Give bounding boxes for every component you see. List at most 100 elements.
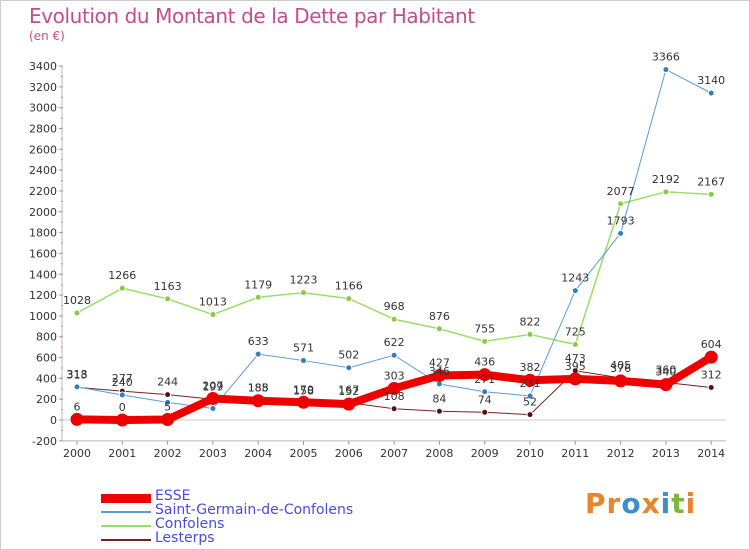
legend-label: ESSE [155, 488, 191, 504]
y-tick-label: 400 [36, 372, 57, 385]
data-label-saint-germain-de-confolens: 622 [384, 336, 405, 349]
brand-letter: o [621, 487, 642, 520]
data-label-saint-germain-de-confolens: 571 [293, 342, 314, 355]
data-point-esse [115, 413, 129, 427]
data-label-confolens: 876 [429, 310, 450, 323]
data-label-confolens: 2192 [652, 173, 680, 186]
x-tick-label: 2008 [425, 447, 453, 460]
y-tick-label: 2200 [29, 185, 57, 198]
y-tick-label: 600 [36, 352, 57, 365]
y-tick-label: 200 [36, 393, 57, 406]
data-label-esse: 303 [384, 369, 405, 382]
chart-subtitle: (en €) [29, 29, 65, 43]
data-label-lesterps: 108 [384, 390, 405, 403]
y-tick-label: 2600 [29, 143, 57, 156]
data-point-lesterps [390, 405, 398, 413]
data-label-saint-germain-de-confolens: 1243 [561, 272, 589, 285]
data-point-confolens [164, 295, 172, 303]
data-label-lesterps: 74 [478, 393, 492, 406]
x-tick-label: 2013 [652, 447, 680, 460]
data-point-esse [478, 368, 492, 382]
legend-swatch [101, 525, 151, 527]
data-point-confolens [481, 337, 489, 345]
data-label-esse: 185 [248, 382, 269, 395]
data-point-lesterps [707, 384, 715, 392]
y-tick-label: 3200 [29, 81, 57, 94]
data-label-confolens: 1179 [244, 278, 272, 291]
data-point-lesterps [481, 408, 489, 416]
y-tick-label: 2000 [29, 206, 57, 219]
data-label-esse: 436 [474, 356, 495, 369]
data-label-lesterps: 158 [293, 385, 314, 398]
data-label-confolens: 1266 [108, 269, 136, 282]
data-point-saint-germain-de-confolens [390, 351, 398, 359]
brand-letter: i [660, 487, 672, 520]
data-point-saint-germain-de-confolens [481, 388, 489, 396]
data-label-saint-germain-de-confolens: 3366 [652, 51, 680, 64]
data-label-saint-germain-de-confolens: 271 [474, 373, 495, 386]
data-label-confolens: 1013 [199, 296, 227, 309]
data-point-esse [614, 374, 628, 388]
x-tick-label: 2000 [63, 447, 91, 460]
data-point-esse [251, 394, 265, 408]
data-point-esse [387, 381, 401, 395]
data-point-saint-germain-de-confolens [164, 398, 172, 406]
data-point-confolens [571, 341, 579, 349]
data-point-saint-germain-de-confolens [526, 392, 534, 400]
data-point-confolens [345, 295, 353, 303]
data-point-saint-germain-de-confolens [254, 350, 262, 358]
data-label-confolens: 1163 [154, 280, 182, 293]
brand-logo: Proxiti [585, 487, 696, 520]
data-point-esse [568, 372, 582, 386]
data-point-confolens [435, 325, 443, 333]
data-label-lesterps: 473 [565, 352, 586, 365]
data-label-esse: 6 [74, 400, 81, 413]
x-tick-label: 2009 [471, 447, 499, 460]
data-label-confolens: 755 [474, 322, 495, 335]
data-label-esse: 427 [429, 357, 450, 370]
data-label-confolens: 968 [384, 300, 405, 313]
legend-swatch [101, 493, 151, 503]
data-label-esse: 376 [610, 362, 631, 375]
data-label-lesterps: 52 [523, 396, 537, 409]
data-point-saint-germain-de-confolens [118, 391, 126, 399]
brand-letter: r [606, 487, 622, 520]
y-tick-label: -200 [32, 435, 57, 448]
y-tick-label: 1200 [29, 289, 57, 302]
data-point-esse [432, 369, 446, 383]
data-point-esse [704, 350, 718, 364]
data-label-esse: 152 [338, 385, 359, 398]
data-point-lesterps [164, 391, 172, 399]
data-label-lesterps: 199 [202, 380, 223, 393]
data-label-confolens: 2077 [607, 185, 635, 198]
x-tick-label: 2004 [244, 447, 272, 460]
data-point-confolens [118, 284, 126, 292]
data-point-lesterps [435, 407, 443, 415]
data-point-saint-germain-de-confolens [707, 89, 715, 97]
data-point-esse [297, 395, 310, 409]
x-tick-label: 2014 [697, 447, 725, 460]
data-point-esse [161, 412, 175, 426]
x-tick-label: 2005 [290, 447, 318, 460]
data-label-lesterps: 277 [112, 372, 133, 385]
data-point-confolens [707, 190, 715, 198]
legend-swatch [101, 539, 151, 541]
data-point-saint-germain-de-confolens [209, 404, 217, 412]
data-label-lesterps: 244 [157, 376, 178, 389]
brand-letter: P [585, 487, 607, 520]
data-point-lesterps [526, 411, 534, 419]
x-tick-label: 2007 [380, 447, 408, 460]
data-label-confolens: 1166 [335, 280, 363, 293]
data-label-esse: 5 [164, 400, 171, 413]
x-tick-label: 2010 [516, 447, 544, 460]
data-label-lesterps: 312 [701, 369, 722, 382]
data-point-confolens [209, 311, 217, 319]
data-label-lesterps: 167 [338, 384, 359, 397]
legend-label: Lesterps [155, 530, 215, 546]
y-tick-label: 1800 [29, 227, 57, 240]
data-point-saint-germain-de-confolens [571, 287, 579, 295]
data-point-confolens [73, 309, 81, 317]
y-tick-label: 3400 [29, 60, 57, 73]
brand-letter: x [641, 487, 661, 520]
